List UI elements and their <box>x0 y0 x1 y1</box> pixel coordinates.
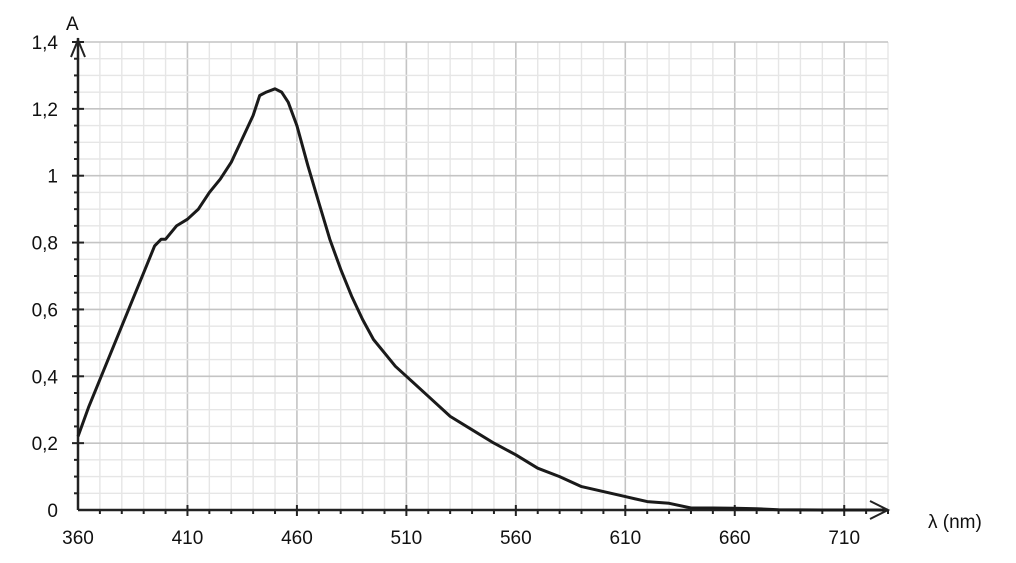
x-tick-label: 710 <box>828 528 860 549</box>
x-tick-label: 360 <box>62 528 94 549</box>
x-axis-label: λ (nm) <box>928 512 982 533</box>
x-tick-label: 610 <box>609 528 641 549</box>
y-tick-label: 0,4 <box>32 367 59 388</box>
y-axis-arrow-icon <box>70 37 86 58</box>
y-tick-label: 1 <box>47 167 58 188</box>
y-tick-label: 0 <box>47 501 58 522</box>
y-axis-label: A <box>66 14 79 35</box>
y-tick-label: 0,2 <box>32 434 58 455</box>
y-tick-label: 0,6 <box>32 300 58 321</box>
y-tick-label: 1,2 <box>32 100 58 121</box>
x-tick-label: 410 <box>172 528 204 549</box>
x-tick-label: 660 <box>719 528 751 549</box>
grid <box>78 41 889 510</box>
x-tick-label: 510 <box>391 528 423 549</box>
tick-labels: 360 410 460 510 560 610 660 710 0 0,2 0,4 0,6 0,8 1 1,… <box>32 33 860 549</box>
series-line <box>76 87 884 512</box>
y-tick-label: 0,8 <box>32 234 58 255</box>
x-tick-label: 560 <box>500 528 532 549</box>
x-tick-label: 460 <box>281 528 313 549</box>
axes <box>70 37 891 520</box>
y-tick-label: 1,4 <box>32 33 59 54</box>
